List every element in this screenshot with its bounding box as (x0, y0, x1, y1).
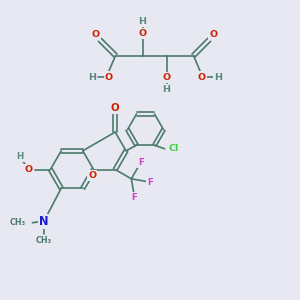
Text: O: O (88, 171, 96, 180)
Text: F: F (147, 178, 153, 187)
Text: N: N (39, 215, 49, 228)
Text: F: F (132, 193, 138, 202)
Text: O: O (92, 30, 100, 39)
Text: O: O (162, 73, 171, 82)
Text: O: O (138, 29, 147, 38)
Text: O: O (197, 73, 206, 82)
Text: CH₃: CH₃ (36, 236, 52, 245)
Text: F: F (138, 158, 144, 167)
Text: H: H (16, 152, 23, 161)
Text: CH₃: CH₃ (10, 218, 26, 227)
Text: H: H (214, 73, 222, 82)
Text: Cl: Cl (169, 144, 179, 153)
Text: O: O (209, 30, 218, 39)
Text: O: O (111, 103, 119, 113)
Text: H: H (163, 85, 170, 94)
Text: H: H (88, 73, 96, 82)
Text: O: O (25, 165, 33, 174)
Text: O: O (105, 73, 113, 82)
Text: H: H (139, 17, 146, 26)
